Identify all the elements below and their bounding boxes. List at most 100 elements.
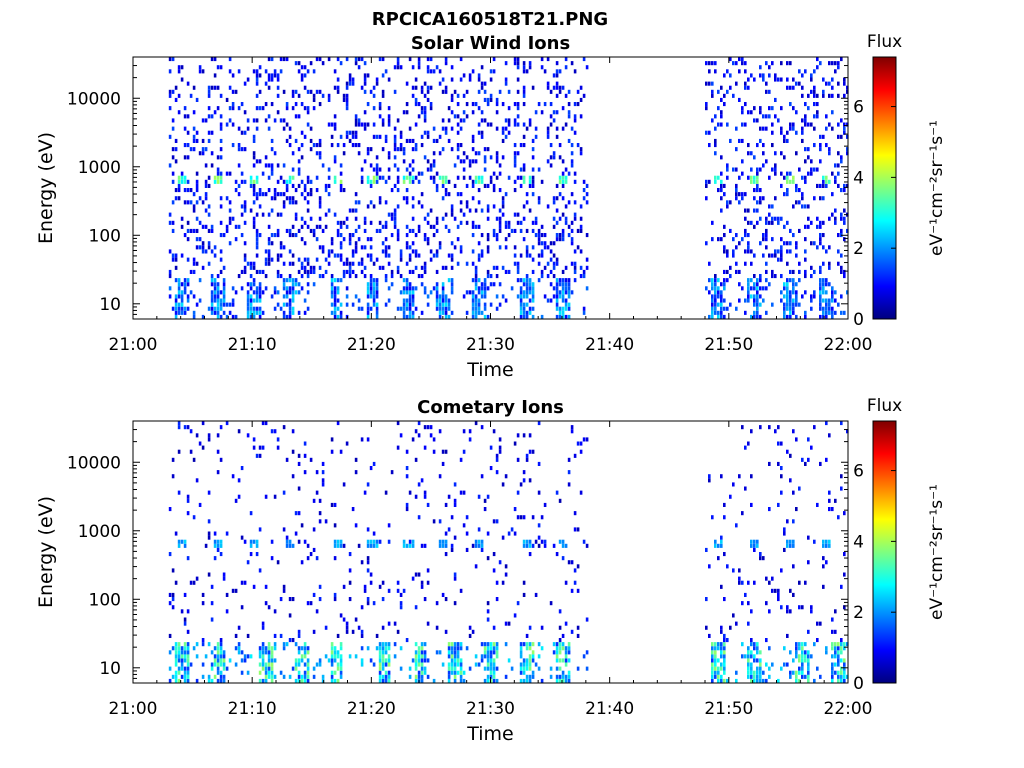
heatmap-cell <box>822 175 825 180</box>
heatmap-cell <box>375 175 379 180</box>
heatmap-cell <box>759 196 762 201</box>
heatmap-cell <box>486 678 490 683</box>
heatmap-cell <box>321 61 325 66</box>
heatmap-cell <box>846 134 849 139</box>
heatmap-cell <box>573 171 577 176</box>
heatmap-cell <box>306 666 310 671</box>
heatmap-cell <box>843 216 846 221</box>
heatmap-cell <box>393 212 397 217</box>
heatmap-cell <box>783 282 786 287</box>
heatmap-cell <box>471 294 475 299</box>
heatmap-cell <box>312 282 316 287</box>
heatmap-cell <box>819 183 822 188</box>
heatmap-cell <box>804 642 807 647</box>
heatmap-cell <box>180 654 184 659</box>
heatmap-cell <box>768 65 771 70</box>
heatmap-cell <box>708 478 711 483</box>
heatmap-cell <box>420 654 424 659</box>
heatmap-cell <box>489 670 493 675</box>
heatmap-cell <box>741 138 744 143</box>
heatmap-cell <box>570 151 574 156</box>
heatmap-cell <box>750 175 753 180</box>
heatmap-cell <box>174 298 178 303</box>
heatmap-cell <box>321 245 325 250</box>
heatmap-cell <box>759 73 762 78</box>
heatmap-cell <box>267 241 271 246</box>
heatmap-cell <box>741 286 744 291</box>
heatmap-cell <box>306 662 310 667</box>
heatmap-cell <box>552 200 556 205</box>
heatmap-cell <box>417 670 421 675</box>
heatmap-cell <box>375 134 379 139</box>
heatmap-cell <box>477 200 481 205</box>
heatmap-cell <box>585 265 589 270</box>
heatmap-cell <box>255 453 259 458</box>
heatmap-cell <box>243 220 247 225</box>
heatmap-cell <box>834 220 837 225</box>
heatmap-cell <box>216 433 220 438</box>
heatmap-cell <box>741 237 744 242</box>
heatmap-cell <box>714 306 717 311</box>
heatmap-cell <box>387 621 391 626</box>
heatmap-cell <box>531 282 535 287</box>
heatmap-cell <box>237 494 241 499</box>
heatmap-cell <box>513 151 517 156</box>
heatmap-cell <box>441 216 445 221</box>
heatmap-cell <box>381 666 385 671</box>
heatmap-cell <box>525 646 529 651</box>
heatmap-cell <box>840 310 843 315</box>
heatmap-cell <box>501 535 505 540</box>
heatmap-cell <box>558 306 562 311</box>
heatmap-cell <box>582 274 586 279</box>
heatmap-cell <box>375 282 379 287</box>
heatmap-cell <box>522 539 526 544</box>
heatmap-cell <box>240 605 244 610</box>
heatmap-cell <box>822 282 825 287</box>
heatmap-cell <box>471 102 475 107</box>
heatmap-cell <box>282 89 286 94</box>
heatmap-cell <box>336 539 340 544</box>
heatmap-cell <box>717 286 720 291</box>
heatmap-cell <box>528 306 532 311</box>
heatmap-cell <box>180 306 184 311</box>
heatmap-cell <box>795 81 798 86</box>
heatmap-cell <box>240 286 244 291</box>
heatmap-cell <box>336 314 340 319</box>
heatmap-cell <box>234 237 238 242</box>
heatmap-cell <box>564 580 568 585</box>
heatmap-cell <box>516 57 520 62</box>
heatmap-cell <box>705 106 708 111</box>
heatmap-cell <box>438 81 442 86</box>
heatmap-cell <box>486 666 490 671</box>
heatmap-cell <box>252 183 256 188</box>
heatmap-cell <box>171 257 175 262</box>
heatmap-cell <box>720 666 723 671</box>
heatmap-cell <box>462 159 466 164</box>
heatmap-cell <box>771 61 774 66</box>
heatmap-cell <box>408 257 412 262</box>
heatmap-cell <box>489 282 493 287</box>
heatmap-cell <box>576 441 580 446</box>
heatmap-cell <box>552 642 556 647</box>
heatmap-cell <box>720 625 723 630</box>
heatmap-cell <box>486 609 490 614</box>
heatmap-cell <box>369 572 373 577</box>
heatmap-cell <box>390 269 394 274</box>
heatmap-cell <box>243 654 247 659</box>
heatmap-cell <box>270 57 274 62</box>
heatmap-cell <box>450 265 454 270</box>
heatmap-cell <box>801 457 804 462</box>
heatmap-cell <box>801 73 804 78</box>
heatmap-cell <box>519 646 523 651</box>
heatmap-cell <box>168 552 172 557</box>
heatmap-cell <box>741 654 744 659</box>
heatmap-cell <box>789 85 792 90</box>
heatmap-cell <box>531 269 535 274</box>
heatmap-cell <box>558 314 562 319</box>
heatmap-cell <box>519 662 523 667</box>
heatmap-cell <box>237 478 241 483</box>
heatmap-cell <box>453 535 457 540</box>
heatmap-cell <box>333 650 337 655</box>
heatmap-cell <box>249 310 253 315</box>
heatmap-cell <box>804 310 807 315</box>
